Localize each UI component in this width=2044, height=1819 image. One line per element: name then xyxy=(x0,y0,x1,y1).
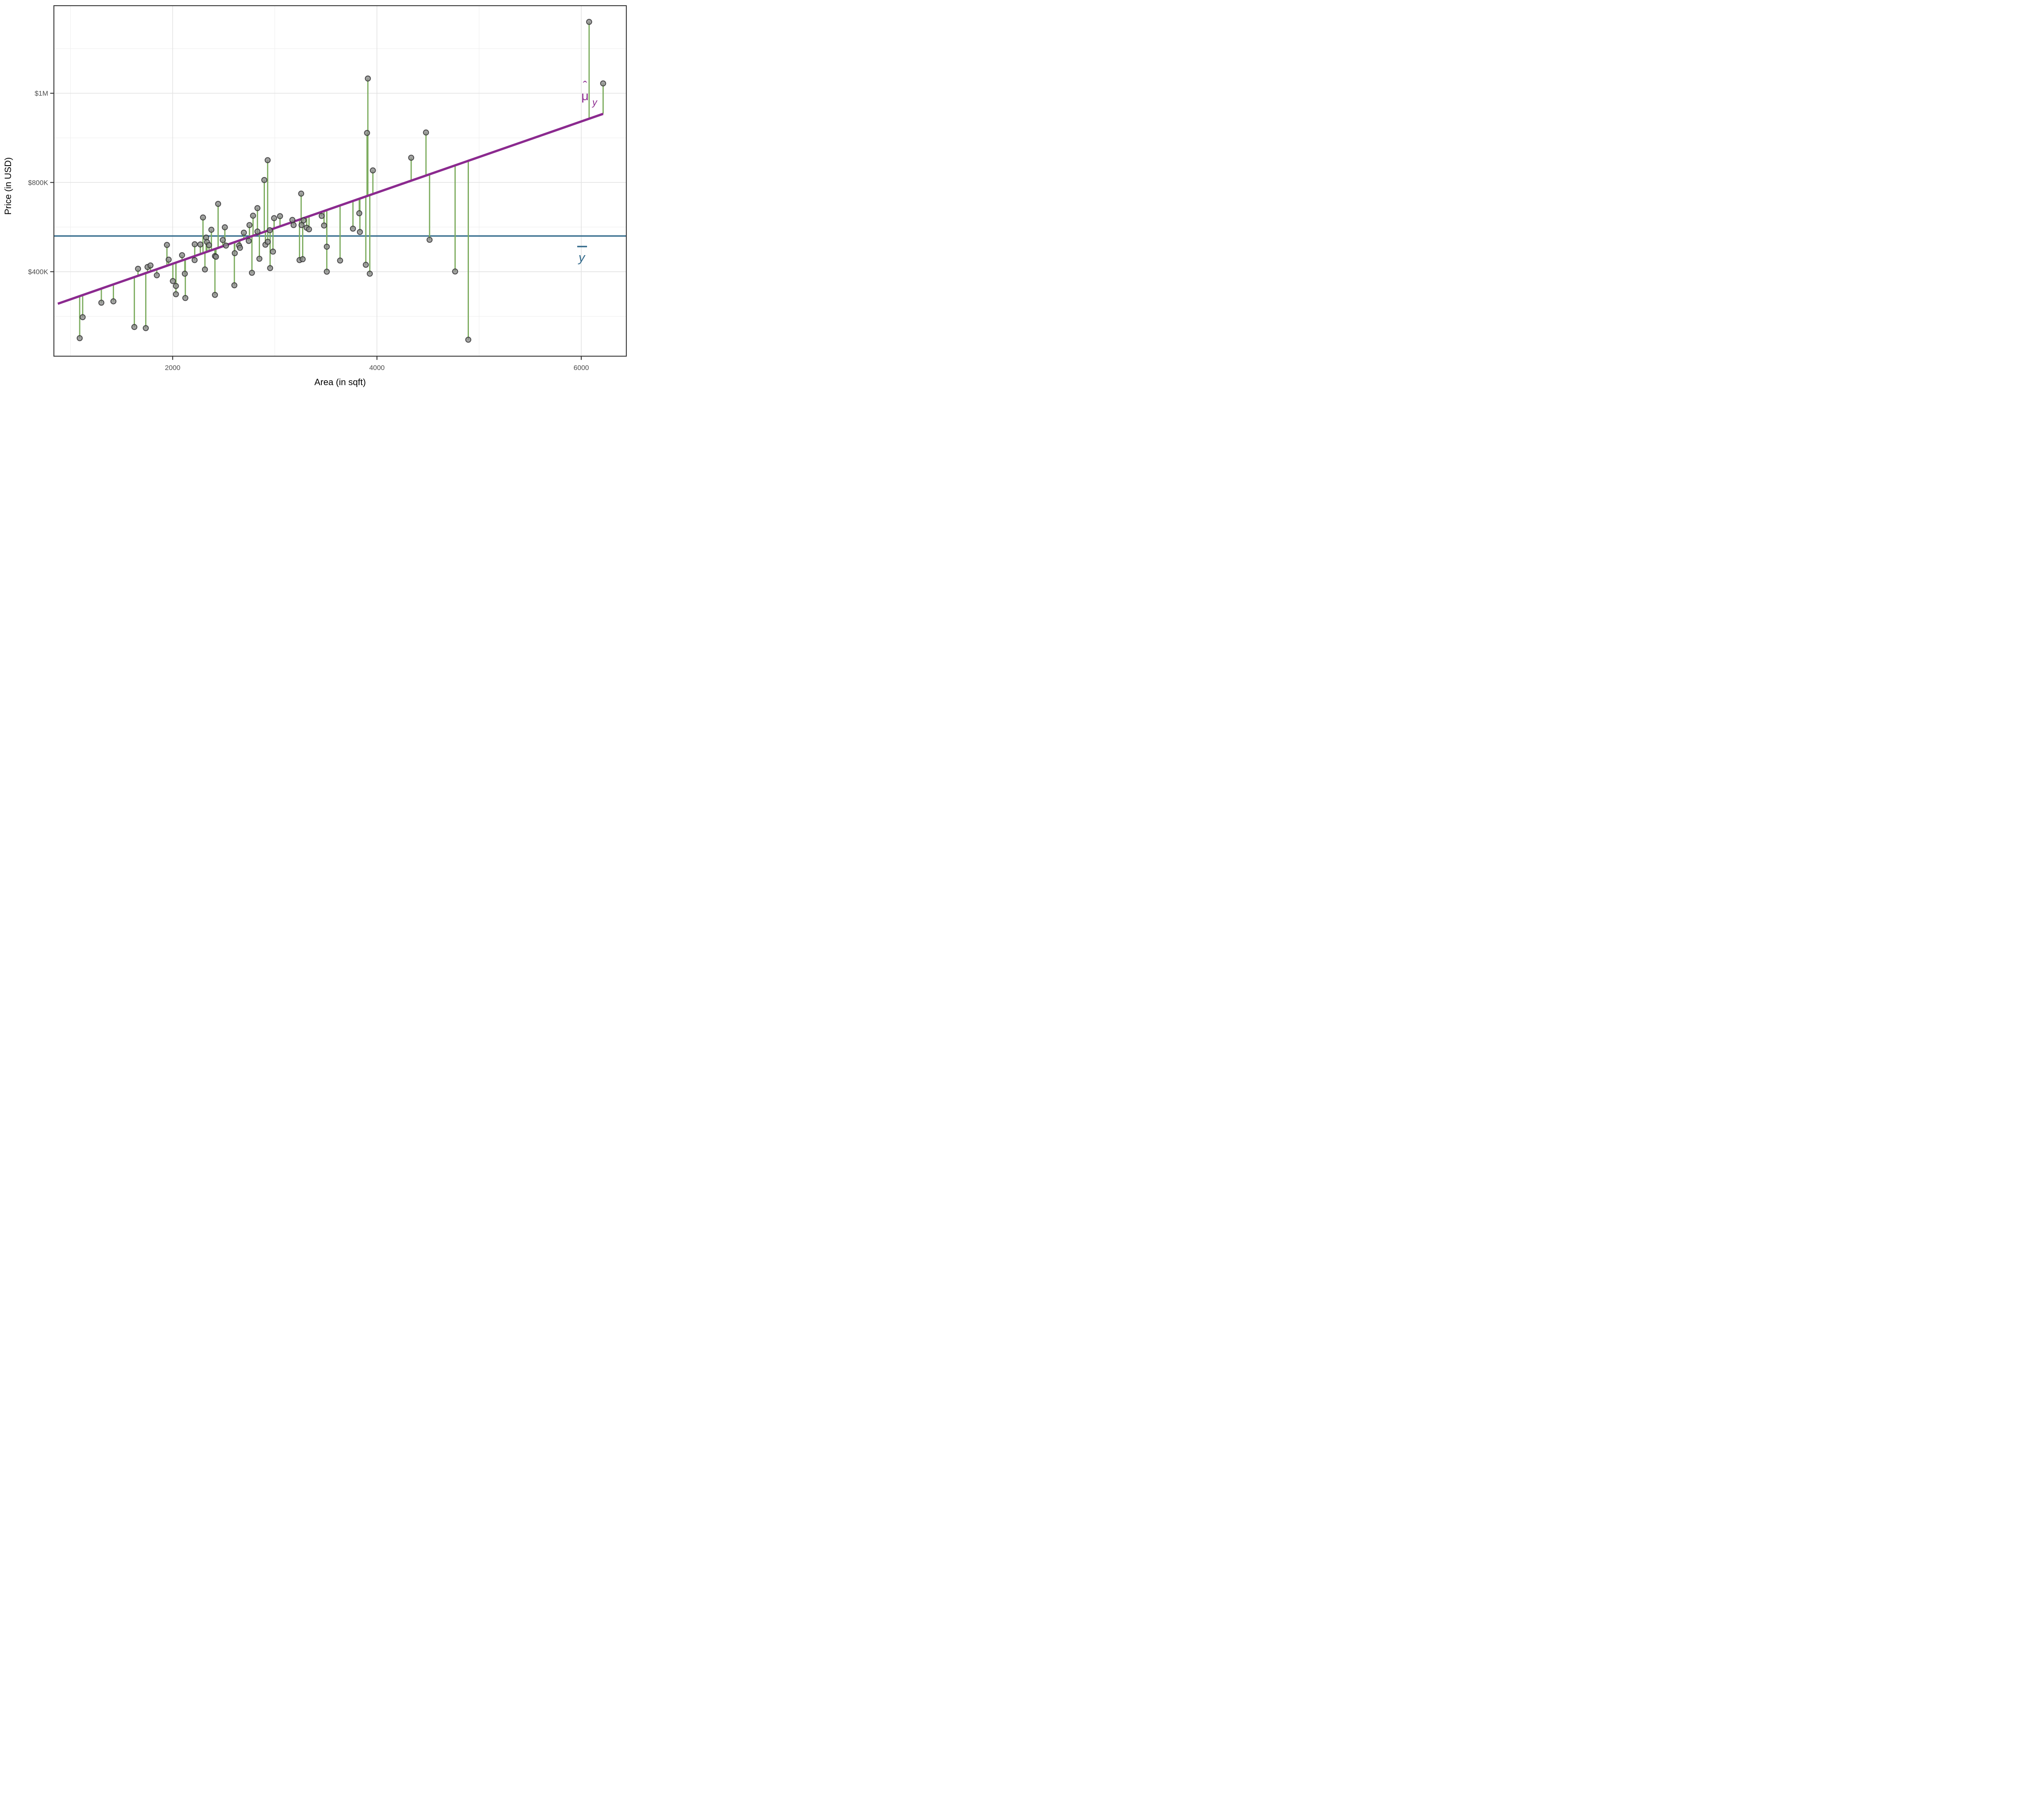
data-point xyxy=(191,257,198,263)
data-point xyxy=(306,226,312,233)
data-point xyxy=(212,292,218,298)
mu-subscript-y: y xyxy=(592,97,598,108)
scatter-plot-canvas: 2000 4000 6000 $400K $800K $1M Area (in sqft)… xyxy=(3,5,627,387)
data-point xyxy=(254,228,261,235)
data-point xyxy=(206,242,212,248)
data-point xyxy=(298,191,305,197)
regression-line xyxy=(57,112,604,305)
data-point xyxy=(98,299,105,306)
data-point xyxy=(246,222,253,228)
data-point xyxy=(166,256,172,263)
mean-line-label: y xyxy=(577,246,587,265)
data-point xyxy=(408,155,415,161)
data-point xyxy=(267,265,273,271)
y-tick-label: $400K xyxy=(28,268,49,276)
data-point xyxy=(179,252,185,258)
data-point xyxy=(237,244,243,251)
data-point xyxy=(363,262,369,268)
x-axis-title: Area (in sqft) xyxy=(314,377,366,387)
figure-scatter-price-vs-area: 2000 4000 6000 $400K $800K $1M Area (in sqft)… xyxy=(0,0,632,390)
data-point xyxy=(220,237,226,243)
data-point xyxy=(254,205,261,211)
gridlines-layer xyxy=(54,5,627,357)
data-point xyxy=(600,80,606,87)
data-point xyxy=(110,298,117,305)
data-point xyxy=(223,242,229,249)
data-points-layer xyxy=(76,19,606,343)
data-point xyxy=(147,262,154,269)
data-point xyxy=(241,229,247,236)
data-point xyxy=(191,241,198,247)
data-point xyxy=(261,177,267,183)
regression-line-layer xyxy=(57,112,604,305)
data-point xyxy=(277,213,283,220)
y-tick-label: $1M xyxy=(35,90,48,97)
data-point xyxy=(246,238,252,244)
data-point xyxy=(364,130,370,136)
data-point xyxy=(213,253,219,260)
data-point xyxy=(79,314,86,321)
x-tick-label: 2000 xyxy=(165,364,180,372)
y-tick-label: $800K xyxy=(28,179,49,186)
y-bar-glyph: y xyxy=(578,250,586,265)
panel-background xyxy=(54,5,627,357)
data-point xyxy=(135,266,141,272)
data-point xyxy=(231,282,238,289)
regression-line-label: ˆ μ y xyxy=(581,79,598,108)
data-point xyxy=(202,266,208,273)
data-point xyxy=(256,256,262,262)
data-point xyxy=(231,250,238,256)
data-point xyxy=(215,201,221,207)
data-point xyxy=(264,157,271,164)
data-point xyxy=(182,271,188,277)
data-point xyxy=(170,278,176,284)
data-point xyxy=(289,217,296,223)
data-point xyxy=(270,249,276,255)
data-point xyxy=(164,242,170,248)
x-tick-label: 4000 xyxy=(369,364,385,372)
data-point xyxy=(356,210,363,216)
data-point xyxy=(324,269,330,275)
data-point xyxy=(318,213,325,219)
data-point xyxy=(131,324,138,330)
data-point xyxy=(200,214,206,221)
data-point xyxy=(154,272,160,278)
data-point xyxy=(271,215,277,221)
mu-glyph: μ xyxy=(581,89,589,103)
data-point xyxy=(586,19,592,25)
data-point xyxy=(264,239,271,245)
data-point xyxy=(173,283,179,289)
data-point xyxy=(426,237,433,243)
data-point xyxy=(197,241,204,248)
axes-layer: 2000 4000 6000 $400K $800K $1M xyxy=(28,5,627,372)
x-tick-label: 6000 xyxy=(574,364,589,372)
data-point xyxy=(337,257,343,264)
data-point xyxy=(143,325,149,331)
data-point xyxy=(324,244,330,250)
data-point xyxy=(350,225,356,232)
data-point xyxy=(173,291,179,298)
data-point xyxy=(208,227,215,233)
data-point xyxy=(423,129,429,136)
data-point xyxy=(222,224,228,231)
data-point xyxy=(267,227,273,233)
data-point xyxy=(250,213,256,219)
data-point xyxy=(300,217,307,224)
panel-border xyxy=(53,5,627,357)
data-point xyxy=(321,222,327,229)
data-point xyxy=(182,295,188,301)
data-point xyxy=(76,335,83,341)
mu-hat-accent: ˆ xyxy=(583,79,587,93)
data-point xyxy=(356,229,363,235)
data-point xyxy=(249,269,255,276)
data-point xyxy=(300,256,306,262)
data-point xyxy=(367,271,373,277)
data-point xyxy=(365,75,371,82)
data-point xyxy=(370,167,376,174)
data-point xyxy=(452,268,458,275)
data-point xyxy=(465,336,471,343)
data-point xyxy=(290,222,297,228)
y-axis-title: Price (in USD) xyxy=(3,157,13,215)
